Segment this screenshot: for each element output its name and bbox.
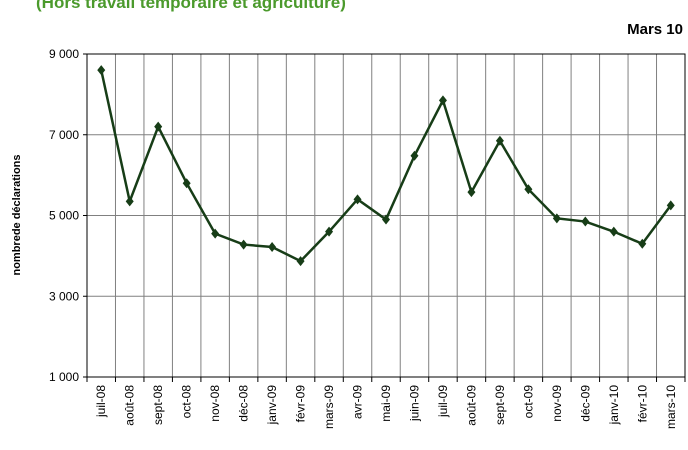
y-tick-label: 3 000	[49, 289, 79, 303]
x-tick-label: déc-09	[578, 385, 592, 422]
x-tick-label: janv-09	[265, 385, 279, 426]
point-marker	[638, 238, 647, 249]
x-tick-label: oct-09	[521, 385, 535, 419]
point-marker	[581, 216, 590, 227]
x-tick-label: juil-08	[94, 385, 108, 418]
series-line	[100, 69, 672, 263]
point-marker	[97, 65, 106, 76]
x-tick-label: mars-10	[664, 385, 678, 429]
point-marker	[495, 135, 504, 146]
point-marker	[382, 214, 390, 225]
x-tick-label: mai-09	[379, 385, 393, 422]
x-tick-label: sept-09	[493, 385, 507, 425]
y-axis-label: nombrede déclarations	[11, 154, 23, 275]
point-marker	[296, 256, 305, 267]
y-tick-label: 1 000	[49, 370, 79, 384]
y-tick-label: 5 000	[49, 209, 79, 223]
x-tick-label: août-08	[123, 385, 137, 426]
x-tick-label: févr-09	[294, 385, 308, 423]
x-tick-label: juil-09	[436, 385, 450, 418]
x-tick-label: oct-08	[180, 385, 194, 419]
point-marker	[325, 226, 334, 237]
point-marker	[154, 121, 163, 132]
x-tick-label: nov-08	[208, 385, 222, 422]
chart-subtitle: Mars 10	[627, 21, 683, 38]
point-marker	[182, 178, 191, 189]
x-tick-label: févr-10	[635, 385, 649, 423]
x-tick-label: sept-08	[151, 385, 165, 425]
point-marker	[211, 228, 220, 239]
plot-frame	[86, 53, 686, 378]
y-tick-label: 7 000	[49, 128, 79, 142]
x-tick-label: nov-09	[550, 385, 564, 422]
x-tick-label: déc-08	[237, 385, 251, 422]
point-marker	[552, 213, 561, 224]
point-marker	[666, 200, 675, 211]
point-marker	[609, 226, 618, 237]
point-marker	[524, 184, 533, 195]
point-marker	[410, 150, 419, 161]
x-tick-label: août-09	[464, 385, 478, 426]
point-marker	[438, 95, 447, 106]
point-marker	[239, 239, 248, 250]
x-tick-label: mars-09	[322, 385, 336, 429]
x-tick-label: janv-10	[607, 385, 621, 426]
x-tick-label: avr-09	[351, 385, 365, 419]
point-marker	[353, 194, 362, 205]
point-marker	[268, 241, 277, 252]
point-marker	[467, 187, 476, 198]
x-tick-label: juin-09	[407, 385, 421, 422]
point-marker	[125, 196, 134, 207]
y-tick-label: 9 000	[49, 47, 79, 61]
chart-title: (Hors travail temporaire et agriculture)	[36, 0, 346, 12]
